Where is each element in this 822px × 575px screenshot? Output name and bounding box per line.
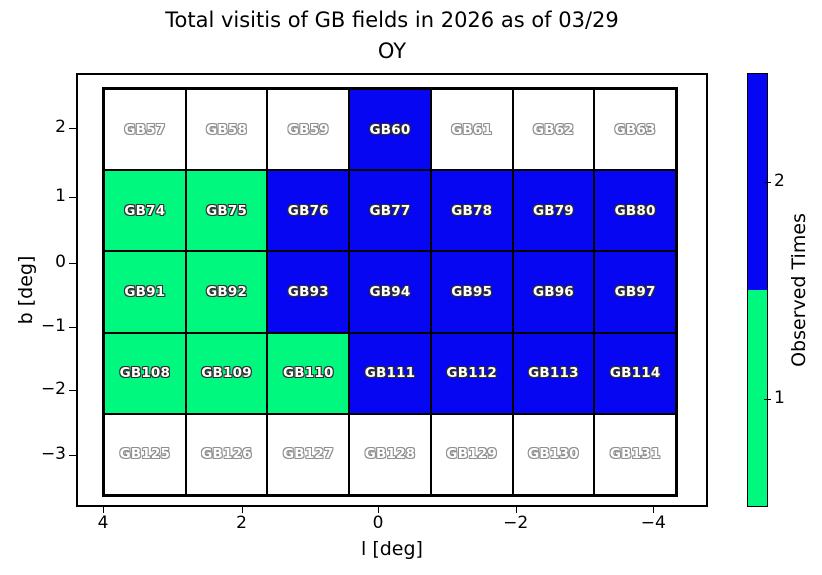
x-tick-mark [653,507,655,513]
grid-cell-GB96: GB96 [512,251,595,333]
grid-cell-GB77: GB77 [349,170,431,252]
grid-cell-GB94: GB94 [349,251,431,333]
colorbar-tick-mark [764,398,771,400]
x-tick-mark [515,507,517,513]
grid-cell-GB78: GB78 [430,170,513,252]
colorbar-tick-label: 2 [774,170,785,191]
colorbar-label: Observed Times [788,213,810,367]
grid-cell-GB62: GB62 [512,89,595,171]
grid-cell-GB131: GB131 [594,413,676,495]
y-tick-label: 1 [55,185,66,206]
grid-cell-GB97: GB97 [594,251,676,333]
y-tick-label: −3 [40,444,66,464]
x-tick-label: 4 [97,513,109,533]
grid-cell-GB114: GB114 [594,332,676,414]
x-tick-mark [378,507,379,513]
x-tick-label: 0 [372,513,384,533]
grid-cell-GB125: GB125 [104,413,186,495]
grid-cell-GB75: GB75 [185,170,268,252]
grid-cell-GB127: GB127 [267,413,350,495]
grid-cell-GB95: GB95 [430,251,513,333]
grid-cell-GB60: GB60 [349,89,431,171]
field-grid: GB57 GB58 GB59 GB60 GB61 GB62 GB63 GB74 GB75 GB76… [102,87,678,497]
colorbar-tick-mark [764,181,771,183]
grid-cell-GB61: GB61 [430,89,513,171]
y-tick-label: 2 [55,117,66,138]
colorbar-segment-twice [748,74,767,290]
grid-cell-GB126: GB126 [185,413,268,495]
grid-cell-GB111: GB111 [349,332,431,414]
colorbar-tick-label: 1 [774,387,785,408]
chart-title-line1: Total visitis of GB fields in 2026 as of… [165,8,619,32]
grid-cell-GB63: GB63 [594,89,676,171]
y-tick-mark [69,128,76,130]
grid-cell-GB79: GB79 [512,170,595,252]
grid-cell-GB108: GB108 [104,332,186,414]
grid-cell-GB80: GB80 [594,170,676,252]
colorbar [747,73,768,507]
x-tick-label: −2 [503,513,529,533]
grid-cell-GB59: GB59 [267,89,350,171]
x-axis-label: l [deg] [361,538,423,560]
grid-cell-GB74: GB74 [104,170,186,252]
grid-cell-GB76: GB76 [267,170,350,252]
colorbar-segment-once [748,290,767,506]
x-tick-label: 2 [236,513,247,533]
y-tick-mark [69,327,76,328]
y-tick-label: −2 [40,379,66,400]
grid-cell-GB130: GB130 [512,413,595,495]
grid-cell-GB93: GB93 [267,251,350,333]
grid-cell-GB57: GB57 [104,89,186,171]
y-tick-mark [69,390,76,392]
grid-cell-GB112: GB112 [430,332,513,414]
grid-cell-GB128: GB128 [349,413,431,495]
y-tick-label: −1 [40,316,66,336]
y-tick-mark [69,455,76,456]
y-tick-mark [69,263,76,264]
y-tick-label: 0 [55,252,66,272]
grid-cell-GB92: GB92 [185,251,268,333]
x-tick-label: −4 [640,513,666,533]
y-tick-mark [69,196,76,198]
grid-cell-GB113: GB113 [512,332,595,414]
grid-cell-GB58: GB58 [185,89,268,171]
x-tick-mark [103,507,104,513]
chart-title-line2: OY [377,39,407,63]
grid-cell-GB129: GB129 [430,413,513,495]
grid-cell-GB109: GB109 [185,332,268,414]
chart-title: Total visitis of GB fields in 2026 as of… [76,5,708,67]
grid-cell-GB91: GB91 [104,251,186,333]
grid-cell-GB110: GB110 [267,332,350,414]
y-axis-label: b [deg] [15,255,37,325]
x-tick-mark [241,507,243,513]
